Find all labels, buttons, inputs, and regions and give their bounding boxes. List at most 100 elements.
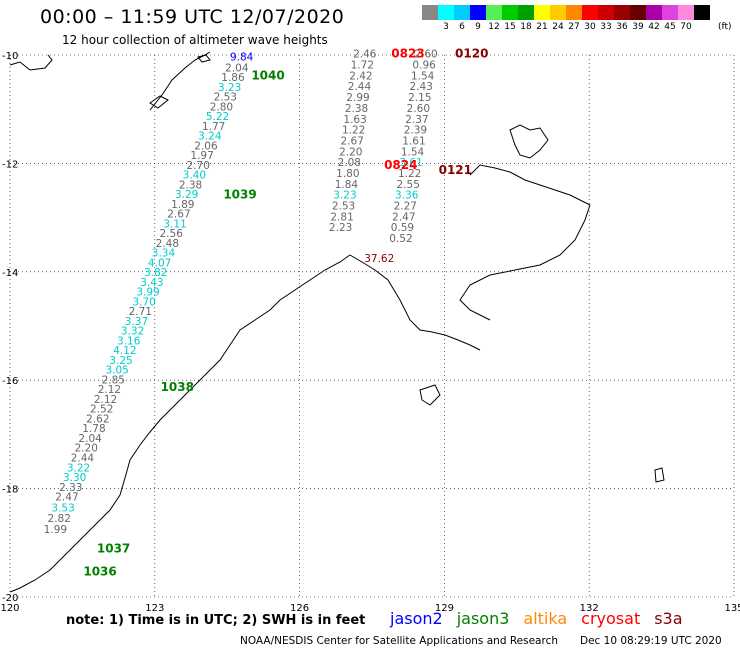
wave-height-label: 4.07 (148, 257, 171, 269)
colorbar-labels: 3 6 9 12 15 18 21 24 27 30 33 36 39 42 45 70 (422, 22, 694, 32)
lat-tick-label: -14 (2, 268, 18, 279)
coastline-arnhem-2 (469, 164, 591, 206)
wave-height-label: 2.82 (48, 513, 71, 525)
wave-height-label: 3.29 (175, 189, 198, 201)
legend-entry-jason2: jason2 (390, 609, 443, 628)
lon-tick-label: 123 (145, 603, 164, 614)
wave-height-label: 2.27 (394, 200, 417, 212)
wave-height-label: 2.80 (210, 101, 233, 113)
wave-height-label: 1.72 (351, 60, 374, 72)
credit-text: NOAA/NESDIS Center for Satellite Applica… (240, 635, 558, 647)
wave-height-label: 1.54 (411, 70, 435, 82)
wave-height-label: 2.62 (86, 413, 109, 425)
colorbar-label: 9 (475, 22, 481, 32)
colorbar-label: 33 (600, 22, 612, 32)
wave-height-label: 2.06 (194, 140, 218, 152)
wave-height-label: 3.30 (63, 472, 86, 484)
wave-height-label: 2.70 (187, 160, 210, 172)
wave-height-label: 3.23 (218, 82, 241, 94)
wave-height-label: 2.67 (167, 209, 190, 221)
colorbar-cell (454, 5, 470, 20)
wave-height-label: 2.42 (349, 70, 372, 82)
wave-height-label: 0.96 (412, 60, 436, 72)
wave-height-label: 2.71 (129, 306, 152, 318)
colorbar-cell (438, 5, 454, 20)
colorbar-cell (598, 5, 614, 20)
wave-height-label: 1.77 (202, 121, 225, 133)
wave-height-label: 3.16 (117, 335, 141, 347)
satellite-legend: jason2 jason3 altika cryosat s3a (390, 609, 683, 628)
wave-height-label: 2.55 (397, 179, 420, 191)
legend-entry-s3a: s3a (654, 609, 683, 628)
colorbar-cell (518, 5, 534, 20)
colorbar-cell (422, 5, 438, 20)
time-range-title: 00:00 – 11:59 UTC 12/07/2020 (40, 6, 345, 28)
colorbar-cell (550, 5, 566, 20)
wave-height-label: 1.84 (335, 179, 359, 191)
wave-height-label: 3.24 (198, 131, 222, 143)
coastline-bonaparte (349, 254, 481, 351)
wave-height-label: 1.54 (401, 146, 425, 158)
pass-number-label: 1039 (223, 188, 256, 202)
wave-height-label: 3.40 (183, 170, 206, 182)
wave-height-label: 2.44 (348, 81, 372, 93)
wave-height-label: 3.82 (144, 267, 167, 279)
wave-height-label: 3.11 (163, 218, 186, 230)
wave-height-label: 3.23 (333, 190, 356, 202)
wave-height-label: 1.97 (190, 150, 213, 162)
altimeter-tracks: 9.842.041.863.232.532.805.221.773.242.06… (44, 49, 438, 536)
pass-number-label: 1037 (97, 542, 130, 556)
wave-height-label: 2.60 (414, 49, 437, 61)
pass-number-label: 1036 (83, 564, 116, 578)
wave-height-label: 1.78 (82, 423, 105, 435)
legend-entry-altika: altika (523, 609, 568, 628)
wave-height-label: 2.46 (353, 49, 377, 61)
colorbar-label: 36 (616, 22, 628, 32)
wave-height-label: 2.47 (392, 211, 415, 223)
footer-note: note: 1) Time is in UTC; 2) SWH is in fe… (66, 613, 366, 628)
wave-height-label: 2.33 (59, 482, 82, 494)
pass-number-label: 1040 (251, 68, 284, 82)
colorbar-label: 15 (504, 22, 516, 32)
lat-tick-label: -20 (2, 593, 18, 604)
wave-height-label: 2.44 (71, 453, 95, 465)
colorbar-cell (470, 5, 486, 20)
colorbar-cell (646, 5, 662, 20)
wave-height-label: 2.81 (330, 211, 353, 223)
wave-height-label: 3.99 (136, 287, 159, 299)
graticule (9, 54, 735, 598)
colorbar-cell (614, 5, 630, 20)
pass-number-label: 0824 (384, 158, 417, 172)
colorbar-label: 18 (520, 22, 532, 32)
wave-height-label: 1.80 (336, 168, 359, 180)
wave-height-label: 1.89 (171, 199, 194, 211)
wave-height-label: 2.38 (345, 103, 368, 115)
wave-height-label: 2.37 (405, 114, 428, 126)
lon-tick-label: 135 (724, 603, 740, 614)
wave-height-label: 2.23 (329, 222, 352, 234)
pass-number-label: 1038 (161, 380, 194, 394)
wave-height-label: 2.04 (225, 62, 249, 74)
wave-height-label: 4.12 (113, 345, 136, 357)
wave-height-label: 2.85 (102, 374, 125, 386)
wave-height-label: 37.62 (364, 253, 394, 265)
coastline-timor (9, 51, 211, 111)
colorbar-cell (630, 5, 646, 20)
wave-height-label: 2.12 (94, 394, 117, 406)
colorbar-cell (534, 5, 550, 20)
colorbar-label: 12 (488, 22, 500, 32)
wave-height-label: 3.61 (399, 157, 422, 169)
coastline (9, 51, 665, 593)
pass-labels: 1040 1039 1038 1037 1036 0823 0824 0120 0121 (83, 47, 488, 579)
wave-height-label: 2.04 (78, 433, 102, 445)
credit-timestamp: Dec 10 08:29:19 UTC 2020 (580, 635, 722, 647)
coastline-island-small-2 (197, 54, 211, 63)
wave-height-label: 2.56 (160, 228, 184, 240)
wave-height-label: 2.53 (214, 92, 237, 104)
wave-height-label: 3.25 (109, 355, 132, 367)
legend-entry-cryosat: cryosat (581, 609, 641, 628)
wave-height-label: 2.53 (332, 200, 355, 212)
wave-height-label: 2.60 (407, 103, 430, 115)
